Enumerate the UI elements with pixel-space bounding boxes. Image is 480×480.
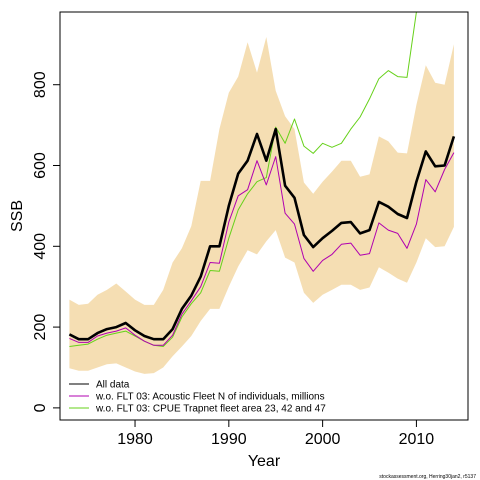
x-tick-label: 2010: [399, 431, 435, 448]
y-tick-label: 400: [32, 233, 49, 260]
x-axis: 1980 1990 2000 2010: [117, 420, 434, 448]
y-tick-label: 800: [32, 71, 49, 98]
x-axis-label: Year: [248, 453, 281, 470]
legend-label: All data: [96, 380, 130, 391]
y-axis: 0 200 400 600 800: [32, 71, 60, 412]
confidence-band: [69, 37, 454, 374]
confidence-band-layer: [69, 37, 454, 374]
series-line-all-data: [68, 127, 456, 341]
y-tick-label: 600: [32, 152, 49, 179]
x-tick-label: 1980: [117, 431, 153, 448]
x-tick-label: 1990: [211, 431, 247, 448]
y-tick-label: 0: [32, 403, 49, 412]
series-line-w-o-flt-03-acoustic-fleet-n-of-individuals-millions: [69, 152, 455, 346]
y-tick-label: 200: [32, 314, 49, 341]
footnote: stockassessment.org, Herring30jan2, r513…: [379, 474, 476, 480]
y-axis-label: SSB: [9, 200, 26, 232]
legend-label: w.o. FLT 03: CPUE Trapnet fleet area 23,…: [95, 404, 326, 415]
series-line-w-o-flt-03-cpue-trapnet-fleet-area-23-42-and-47: [69, 12, 417, 347]
legend-label: w.o. FLT 03: Acoustic Fleet N of individ…: [95, 392, 325, 403]
plot-frame: [59, 11, 469, 421]
series-layer: [68, 12, 456, 347]
x-tick-label: 2000: [305, 431, 341, 448]
